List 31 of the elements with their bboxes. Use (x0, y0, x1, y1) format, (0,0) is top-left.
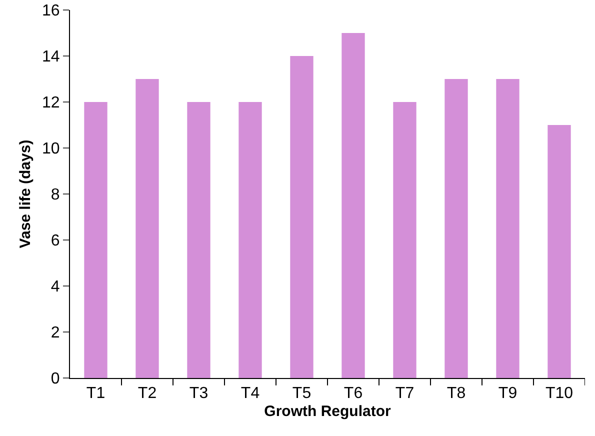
y-tick-label: 14 (42, 48, 60, 66)
bar (238, 102, 262, 378)
y-tick-label: 4 (50, 278, 60, 296)
x-axis-title: Growth Regulator (264, 403, 391, 420)
bar (290, 56, 314, 378)
bar (136, 79, 159, 378)
y-tick-label: 2 (50, 324, 60, 342)
x-tick-label: T8 (446, 385, 466, 402)
x-tick-label: T3 (189, 385, 208, 402)
x-tick-label: T4 (240, 385, 260, 402)
bar (444, 79, 468, 378)
bar (548, 125, 571, 378)
x-tick-label: T1 (86, 385, 106, 402)
x-tick-label: T2 (138, 385, 157, 402)
bar (393, 102, 416, 378)
y-tick-label: 6 (50, 232, 60, 250)
bar (342, 33, 365, 378)
bar (84, 102, 108, 378)
y-tick-label: 0 (50, 370, 60, 388)
x-tick-label: T6 (344, 385, 363, 402)
y-tick-label: 8 (50, 186, 60, 204)
y-axis-title: Vase life (days) (17, 140, 34, 248)
y-tick-label: 12 (42, 94, 60, 112)
x-tick-label: T9 (498, 385, 518, 402)
x-tick-label: T7 (395, 385, 414, 402)
x-tick-label: T5 (292, 385, 312, 402)
y-tick-label: 10 (42, 140, 60, 158)
bar (496, 79, 520, 378)
bar (187, 102, 210, 378)
y-tick-label: 16 (42, 2, 60, 20)
x-tick-label: T10 (545, 385, 574, 402)
